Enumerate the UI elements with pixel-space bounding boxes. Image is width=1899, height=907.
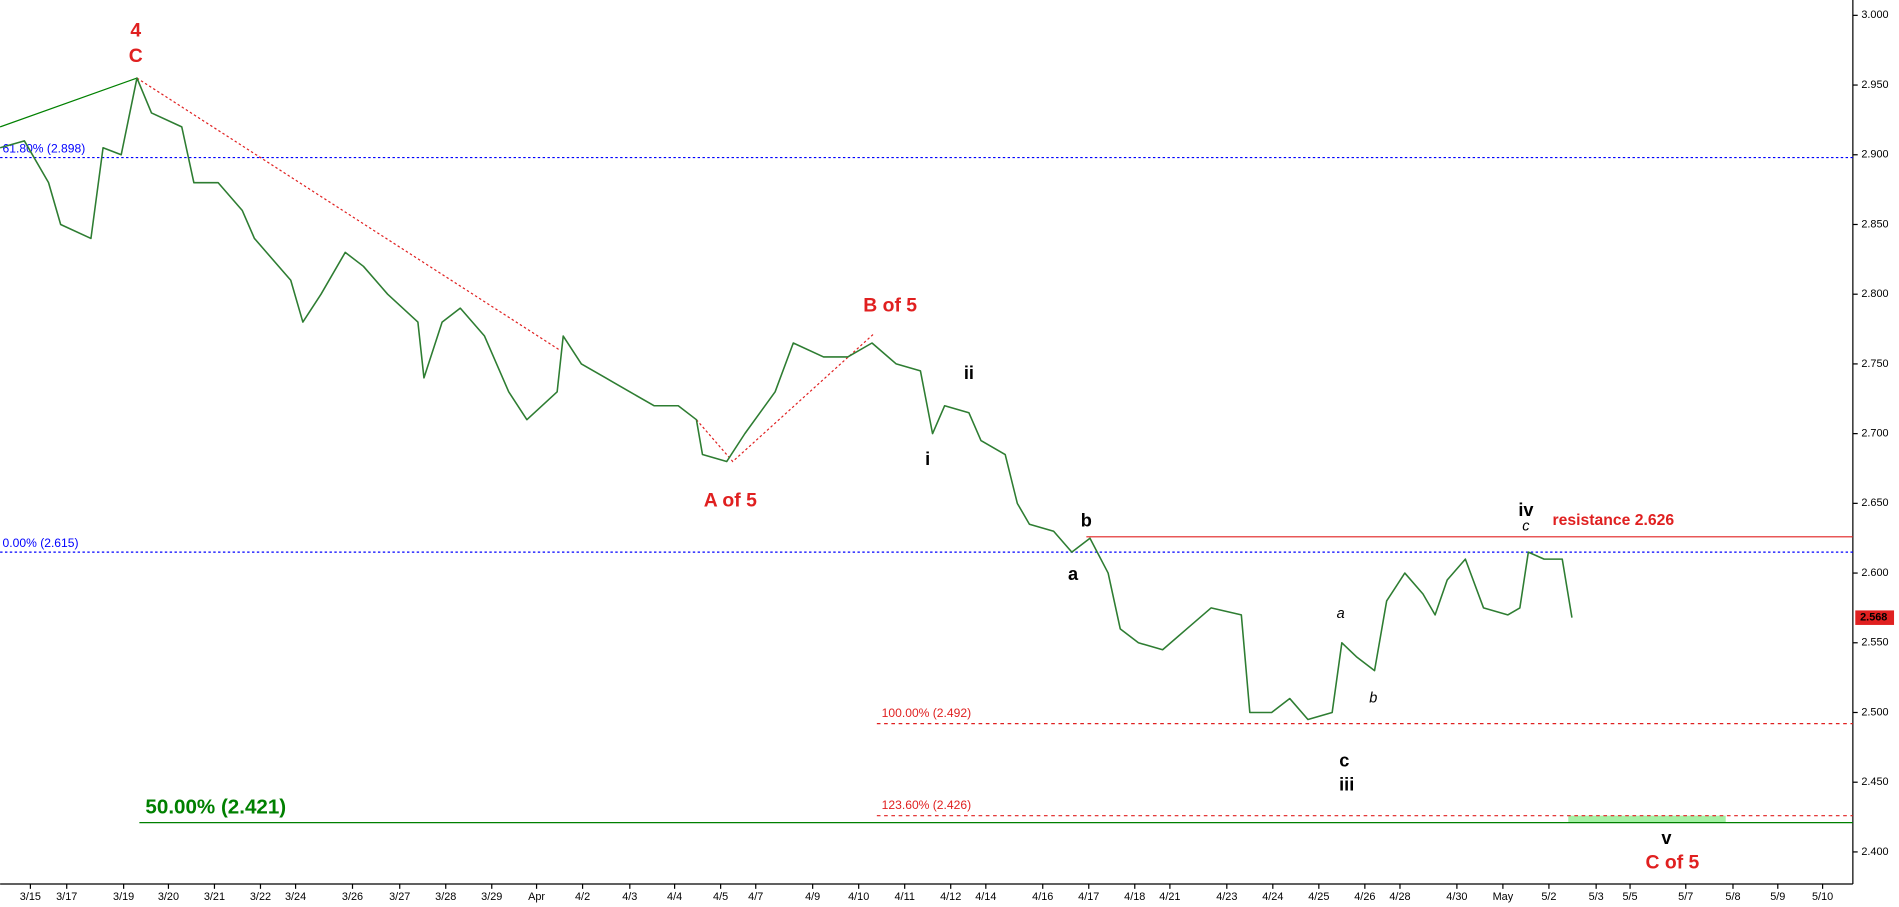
x-tick-label: 3/17 [56,891,77,903]
reference-label: 123.60% (2.426) [882,798,971,812]
x-tick-label: 3/24 [285,891,306,903]
x-tick-label: 4/9 [805,891,820,903]
x-tick-label: 4/25 [1308,891,1329,903]
y-tick-label: 2.600 [1861,567,1888,579]
x-tick-label: 4/5 [713,891,728,903]
x-tick-label: 4/14 [975,891,996,903]
wave-label: b [1081,511,1092,531]
y-tick-label: 3.000 [1861,9,1888,21]
last-value-tag [1855,610,1895,625]
wave-label: C of 5 [1646,852,1700,874]
x-tick-label: 4/11 [895,891,915,903]
y-tick-label: 2.650 [1861,497,1888,509]
x-tick-label: 3/28 [435,891,456,903]
trendline [0,77,138,128]
x-tick-label: 5/2 [1541,891,1556,903]
y-tick-label: 2.400 [1861,846,1888,858]
x-tick-label: 4/10 [848,891,869,903]
wave-label: c [1339,750,1349,770]
y-tick-label: 2.700 [1861,428,1888,440]
x-tick-label: 3/26 [342,891,363,903]
x-tick-label: 5/8 [1725,891,1740,903]
x-tick-label: 5/9 [1770,891,1785,903]
price-line [0,77,1573,721]
wave-label: 4 [130,20,141,42]
x-tick-label: 4/28 [1389,891,1410,903]
wave-label: iii [1339,775,1354,795]
x-tick-label: 4/24 [1262,891,1283,903]
trendline [695,332,875,463]
x-tick-label: 3/29 [481,891,502,903]
x-tick-label: 4/16 [1032,891,1053,903]
last-value-label: 2.568 [1860,612,1887,624]
wave-label: a [1337,606,1345,622]
x-tick-label: 3/21 [204,891,225,903]
x-tick-label: 4/21 [1159,891,1180,903]
x-tick-label: 3/27 [389,891,410,903]
reference-label: resistance 2.626 [1553,512,1675,529]
wave-label: b [1369,691,1377,707]
y-tick-label: 2.950 [1861,79,1888,91]
x-tick-label: 4/23 [1216,891,1237,903]
x-tick-label: 4/7 [748,891,763,903]
wave-label: c [1522,519,1530,535]
wave-label: B of 5 [863,294,917,316]
x-tick-label: 3/22 [250,891,271,903]
y-tick-label: 2.900 [1861,149,1888,161]
x-tick-label: 3/20 [158,891,179,903]
reference-label: 61.80% (2.898) [3,141,86,155]
y-tick-label: 2.500 [1861,706,1888,718]
x-tick-label: Apr [528,891,545,903]
wave-label: v [1661,828,1672,848]
x-tick-label: 4/18 [1124,891,1145,903]
x-tick-label: 4/30 [1446,891,1467,903]
x-tick-label: 3/15 [20,891,41,903]
x-tick-label: 5/3 [1589,891,1604,903]
x-tick-label: 4/3 [622,891,637,903]
x-tick-label: 5/7 [1678,891,1693,903]
y-tick-label: 2.750 [1861,358,1888,370]
x-tick-label: 5/10 [1812,891,1833,903]
wave-label: i [925,449,930,469]
wave-label: ii [964,363,974,383]
trendline [136,77,560,351]
y-tick-label: 2.450 [1861,776,1888,788]
wave-label: iv [1518,500,1534,520]
reference-label: 100.00% (2.492) [882,706,971,720]
y-tick-label: 2.550 [1861,637,1888,649]
y-tick-label: 2.850 [1861,218,1888,230]
target-zone [1568,815,1726,823]
reference-label: 0.00% (2.615) [3,536,79,550]
x-tick-label: 4/4 [667,891,682,903]
x-tick-label: May [1493,891,1514,903]
x-tick-label: 4/12 [940,891,961,903]
x-tick-label: 4/2 [575,891,590,903]
x-tick-label: 4/26 [1354,891,1375,903]
x-tick-label: 5/5 [1622,891,1637,903]
reference-label: 50.00% (2.421) [145,796,286,819]
wave-label: a [1068,564,1079,584]
y-tick-label: 2.800 [1861,288,1888,300]
x-tick-label: 4/17 [1078,891,1099,903]
wave-label: A of 5 [704,489,757,511]
x-tick-label: 3/19 [113,891,134,903]
wave-label: C [129,45,143,67]
